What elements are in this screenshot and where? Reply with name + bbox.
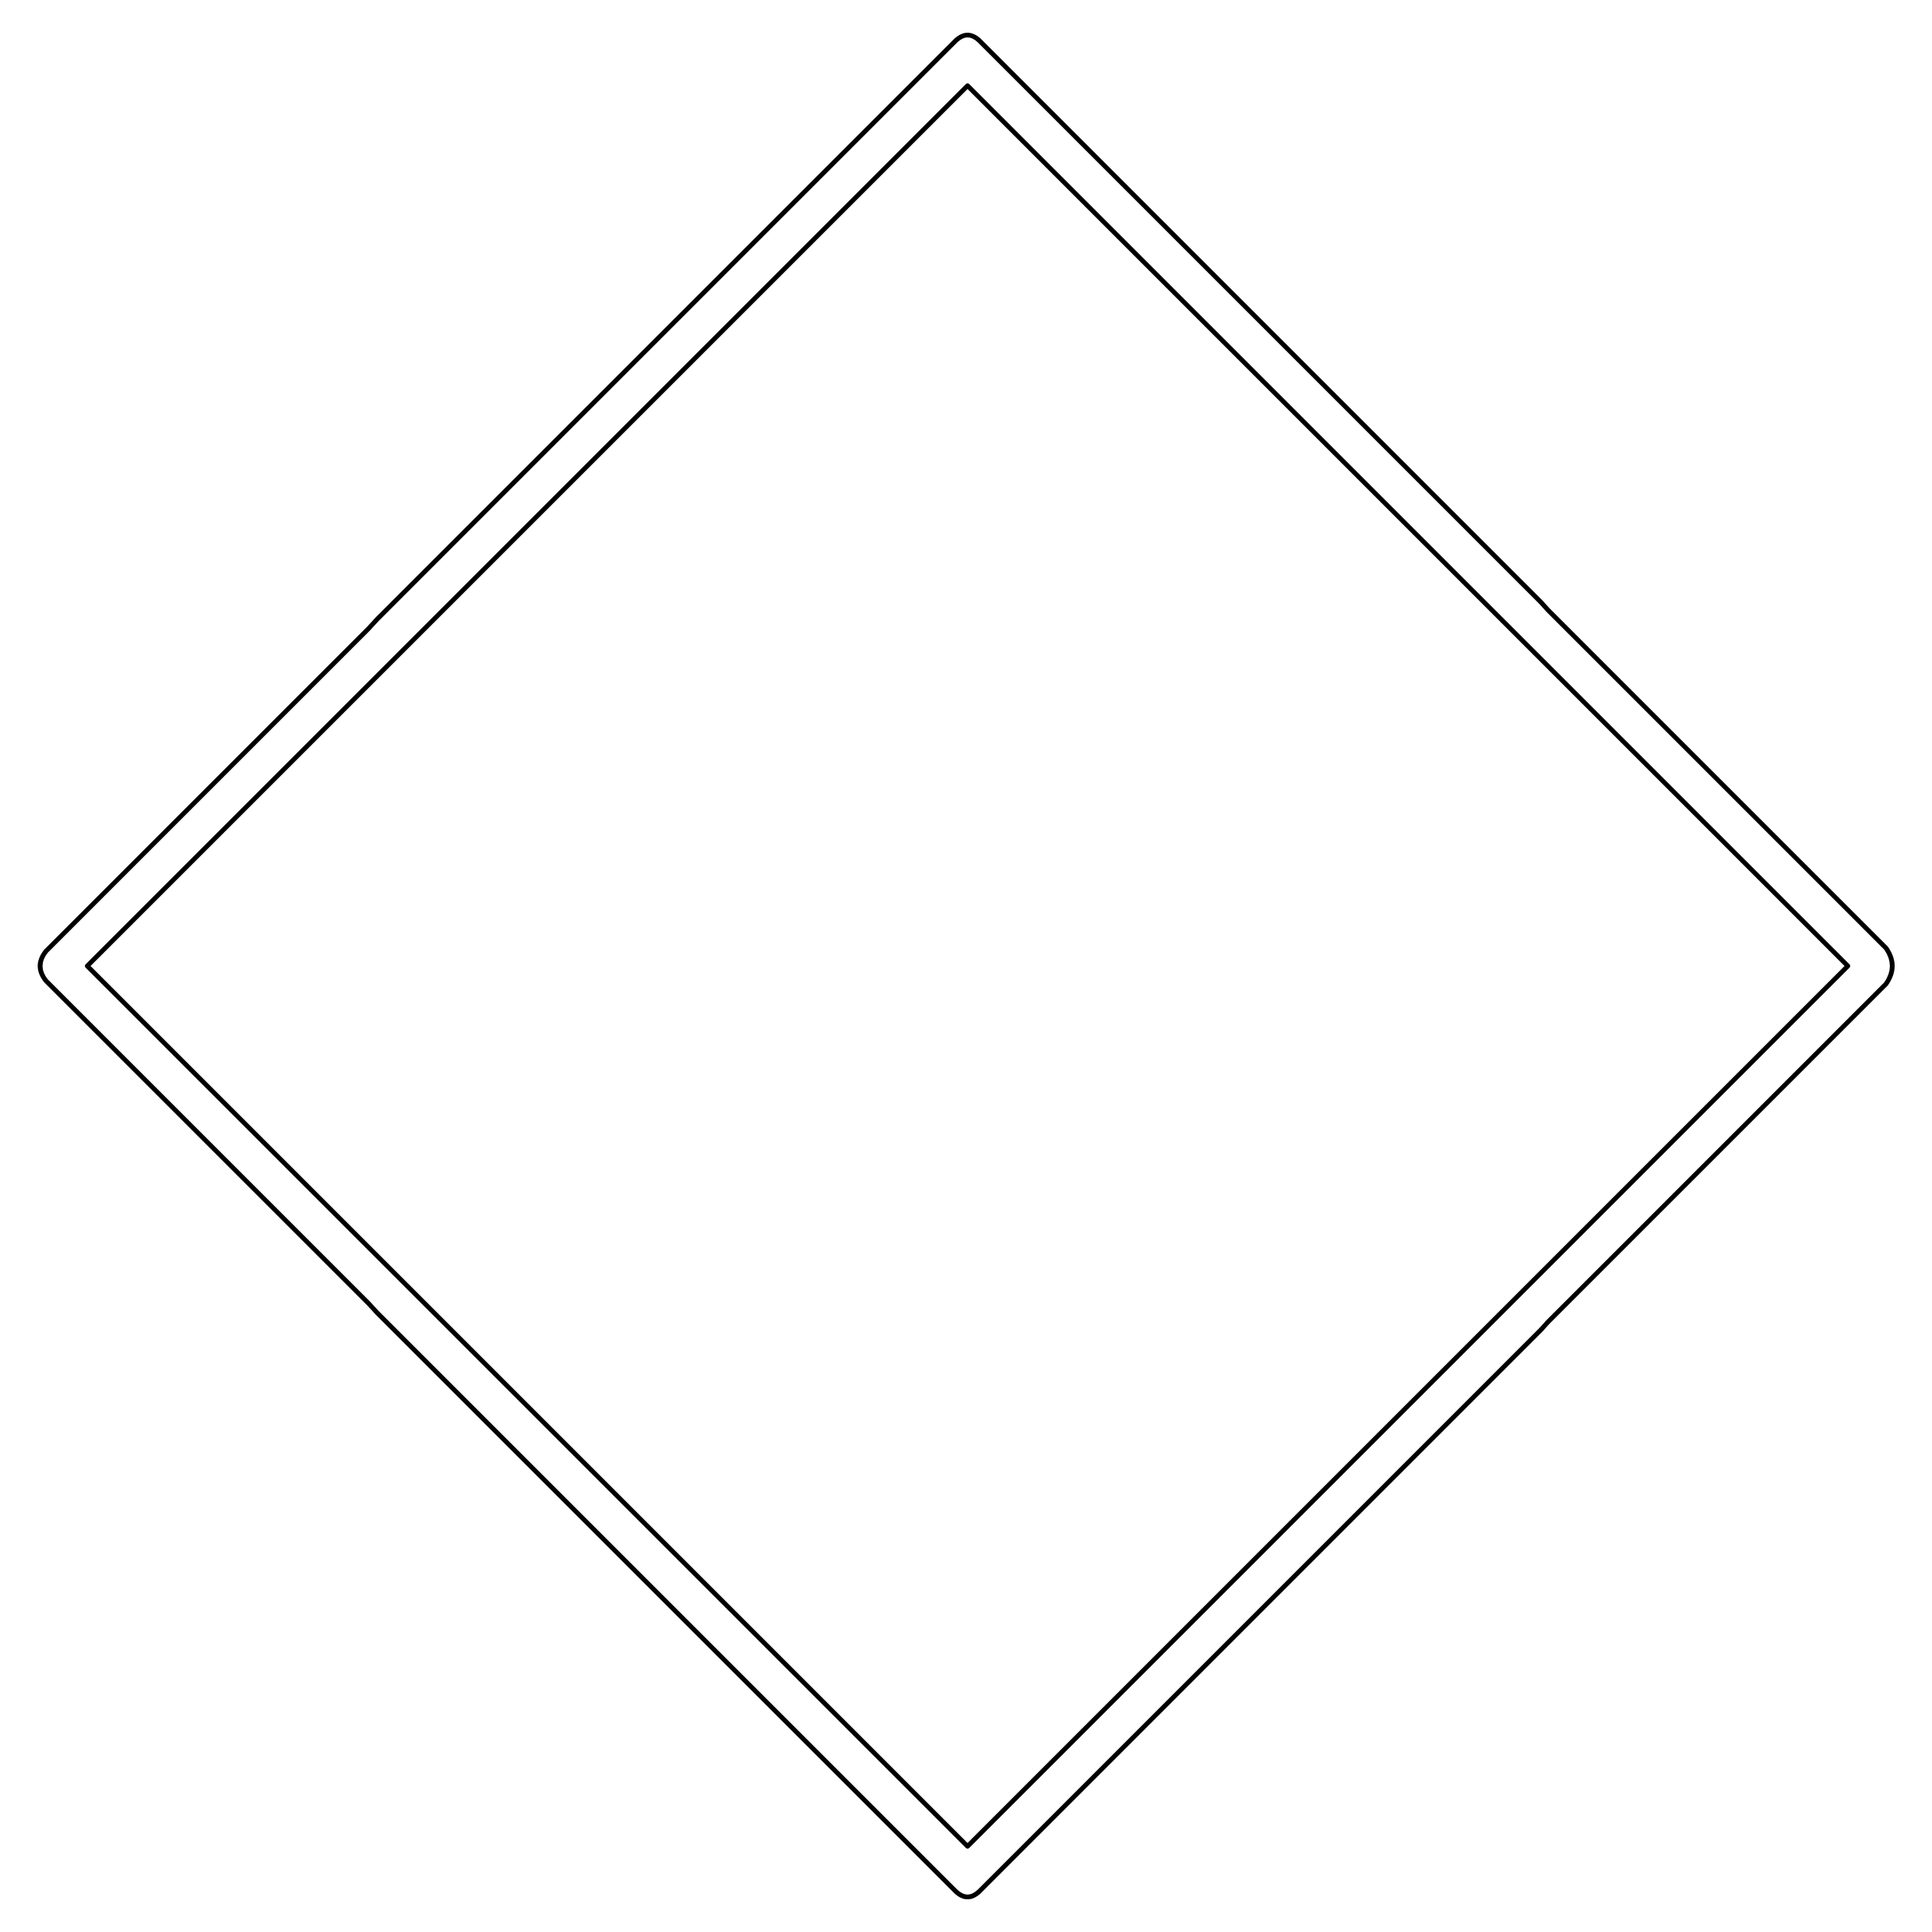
inner-diamond-outline (85, 83, 1850, 1849)
outer-diamond-outline (37, 33, 1895, 1899)
